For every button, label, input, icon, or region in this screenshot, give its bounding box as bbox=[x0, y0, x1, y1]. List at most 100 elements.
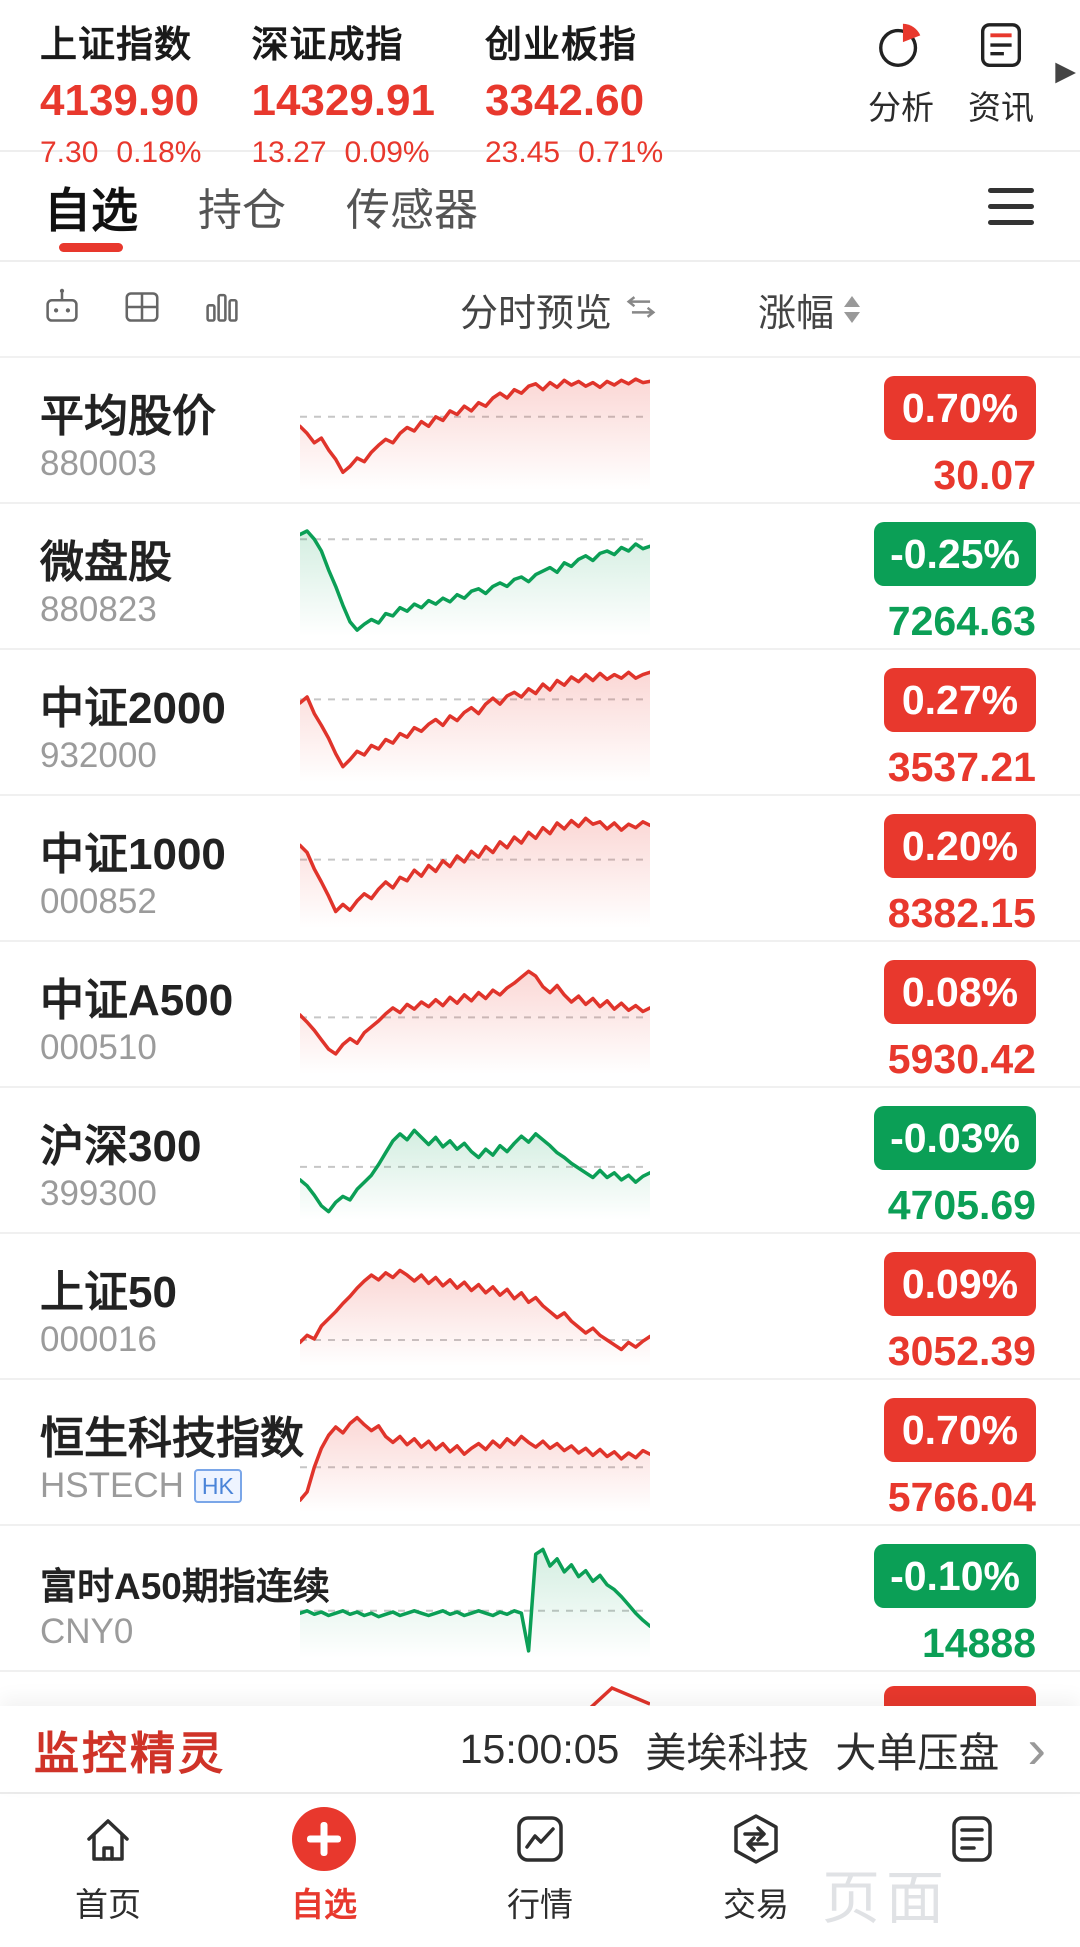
stock-name: 中证1000 bbox=[40, 830, 226, 879]
nav-market[interactable]: 行情 bbox=[432, 1806, 648, 1947]
market-index-header: 上证指数 4139.90 7.30 0.18% 深证成指 14329.91 13.… bbox=[0, 0, 1080, 169]
latest-price: 8382.15 bbox=[887, 890, 1036, 936]
index-name: 创业板指 bbox=[485, 24, 637, 65]
market-chart-icon bbox=[512, 1806, 568, 1872]
sparkline-chart-partial bbox=[589, 1685, 650, 1706]
alert-event: 大单压盘 bbox=[835, 1730, 1000, 1776]
change-percent-badge: 0.70% bbox=[884, 1398, 1036, 1462]
watchlist-row[interactable]: 上证50 000016 0.09% 3052.39 bbox=[0, 1234, 1080, 1380]
swap-arrows-icon bbox=[624, 288, 658, 331]
stock-name: 上证50 bbox=[40, 1268, 177, 1317]
tab-watchlist[interactable]: 自选 bbox=[44, 152, 138, 260]
latest-price: 5930.42 bbox=[887, 1036, 1036, 1082]
bottom-nav: 首页 自选 行情 交易 bbox=[0, 1792, 1080, 1947]
sparkline-chart bbox=[300, 1415, 650, 1512]
robot-screener-icon[interactable] bbox=[40, 285, 84, 334]
watchlist-row[interactable]: 微盘股 880823 -0.25% 7264.63 bbox=[0, 504, 1080, 650]
nav-label: 首页 bbox=[75, 1886, 141, 1923]
tab-holdings[interactable]: 持仓 bbox=[198, 186, 286, 235]
analysis-label: 分析 bbox=[868, 89, 934, 126]
stock-code-text: CNY0 bbox=[40, 1612, 134, 1651]
index-shenzhen[interactable]: 深证成指 14329.91 13.27 0.09% bbox=[251, 14, 435, 170]
watchlist-row[interactable]: 中证2000 932000 0.27% 3537.21 bbox=[0, 650, 1080, 796]
tab-bar: 自选 持仓 传感器 bbox=[0, 150, 1080, 262]
watchlist-row[interactable]: 中证1000 000852 0.20% 8382.15 bbox=[0, 796, 1080, 942]
watchlist-row[interactable]: 富时A50期指连续 CNY0 -0.10% 14888 bbox=[0, 1526, 1080, 1672]
latest-price: 5766.04 bbox=[887, 1474, 1036, 1520]
pie-chart-icon bbox=[874, 18, 928, 77]
nav-home[interactable]: 首页 bbox=[0, 1806, 216, 1947]
watchlist-row[interactable]: 沪深300 399300 -0.03% 4705.69 bbox=[0, 1088, 1080, 1234]
stock-code: 932000 bbox=[40, 736, 157, 776]
stock-code-text: 932000 bbox=[40, 736, 157, 775]
nav-label: 自选 bbox=[291, 1886, 357, 1923]
index-shanghai[interactable]: 上证指数 4139.90 7.30 0.18% bbox=[40, 14, 201, 170]
stock-code-text: 000016 bbox=[40, 1320, 157, 1359]
sparkline-chart bbox=[300, 816, 650, 928]
sparkline-chart bbox=[300, 1128, 650, 1220]
watchlist: 平均股价 880003 0.70% 30.07 微盘股 880823 -0.25… bbox=[0, 358, 1080, 1706]
view-switch-icons bbox=[40, 285, 244, 334]
index-chinext[interactable]: 创业板指 3342.60 23.45 0.71% bbox=[485, 14, 663, 170]
stock-code-text: 880003 bbox=[40, 444, 157, 483]
stock-code: 000510 bbox=[40, 1028, 157, 1068]
bar-chart-view-icon[interactable] bbox=[200, 285, 244, 334]
intraday-preview-label: 分时预览 bbox=[459, 292, 612, 335]
change-percent-badge: -0.10% bbox=[874, 1544, 1036, 1608]
nav-news[interactable] bbox=[864, 1806, 1080, 1947]
stock-name: 富时A50期指连续 bbox=[40, 1566, 330, 1607]
watchlist-row[interactable]: 中证A500 000510 0.08% 5930.42 bbox=[0, 942, 1080, 1088]
latest-price: 3537.21 bbox=[887, 744, 1036, 790]
hk-market-badge: HK bbox=[193, 1468, 242, 1504]
stock-code-text: HSTECH bbox=[40, 1466, 184, 1505]
nav-watchlist[interactable]: 自选 bbox=[216, 1806, 432, 1947]
stock-name: 平均股价 bbox=[40, 392, 216, 441]
home-icon bbox=[80, 1806, 136, 1872]
stock-code-text: 000852 bbox=[40, 882, 157, 921]
sparkline-chart bbox=[300, 969, 650, 1074]
stock-code: 880823 bbox=[40, 590, 157, 630]
change-percent-badge-partial bbox=[884, 1686, 1036, 1706]
nav-label: 行情 bbox=[507, 1886, 573, 1923]
alert-stock: 美埃科技 bbox=[645, 1730, 810, 1776]
stock-code-text: 000510 bbox=[40, 1028, 157, 1067]
stock-code: 399300 bbox=[40, 1174, 157, 1214]
tab-sensor[interactable]: 传感器 bbox=[346, 186, 478, 235]
change-percent-badge: 0.27% bbox=[884, 668, 1036, 732]
alert-time: 15:00:05 bbox=[459, 1725, 620, 1772]
stock-code: CNY0 bbox=[40, 1612, 133, 1652]
change-percent-badge: -0.25% bbox=[874, 522, 1036, 586]
alert-content: 15:00:05 美埃科技 大单压盘 › bbox=[460, 1719, 1046, 1779]
index-value: 14329.91 bbox=[251, 76, 435, 125]
hamburger-menu-icon[interactable] bbox=[986, 178, 1036, 235]
index-value: 4139.90 bbox=[40, 76, 200, 125]
trade-icon bbox=[728, 1806, 784, 1872]
change-percent-badge: 0.70% bbox=[884, 376, 1036, 440]
stock-name: 中证A500 bbox=[40, 976, 234, 1025]
latest-price: 30.07 bbox=[933, 452, 1036, 498]
chevron-right-icon: › bbox=[1027, 1717, 1046, 1781]
latest-price: 7264.63 bbox=[887, 598, 1036, 644]
index-change: 13.27 0.09% bbox=[251, 136, 430, 169]
sort-arrows-icon bbox=[844, 295, 860, 323]
news-button[interactable]: 资讯 bbox=[968, 18, 1034, 129]
nav-trade[interactable]: 交易 bbox=[648, 1806, 864, 1947]
change-percent-badge: 0.20% bbox=[884, 814, 1036, 878]
sparkline-chart bbox=[300, 1547, 650, 1658]
monitor-alert-banner[interactable]: 监控精灵 15:00:05 美埃科技 大单压盘 › bbox=[0, 1706, 1080, 1792]
sort-by-change-button[interactable]: 涨幅 bbox=[758, 282, 860, 337]
watchlist-row[interactable]: 恒生科技指数 HSTECH HK 0.70% 5766.04 bbox=[0, 1380, 1080, 1526]
watchlist-row-partial[interactable] bbox=[0, 1672, 1080, 1706]
news-doc-icon bbox=[944, 1806, 1000, 1872]
latest-price: 3052.39 bbox=[887, 1328, 1036, 1374]
change-percent-badge: 0.09% bbox=[884, 1252, 1036, 1316]
sparkline-chart bbox=[300, 529, 650, 636]
watchlist-row[interactable]: 平均股价 880003 0.70% 30.07 bbox=[0, 358, 1080, 504]
grid-view-icon[interactable] bbox=[120, 285, 164, 334]
analysis-button[interactable]: 分析 bbox=[868, 18, 934, 129]
list-toolbar: 分时预览 涨幅 bbox=[0, 262, 1080, 358]
monitor-logo: 监控精灵 bbox=[34, 1727, 227, 1779]
sparkline-chart bbox=[300, 377, 650, 490]
intraday-preview-toggle[interactable]: 分时预览 bbox=[460, 282, 658, 337]
expand-right-arrow-icon[interactable]: ▶ bbox=[1055, 56, 1076, 86]
